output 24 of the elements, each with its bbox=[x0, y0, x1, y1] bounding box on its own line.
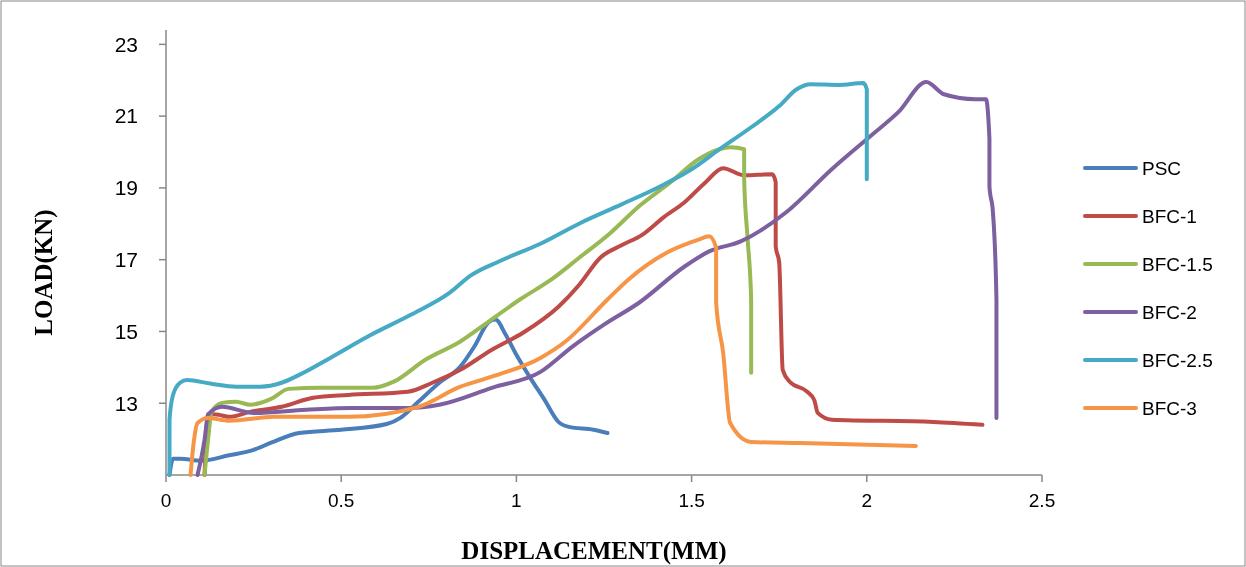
y-tick-label: 21 bbox=[114, 104, 138, 128]
y-tick-label: 23 bbox=[114, 32, 138, 56]
y-tick-label: 17 bbox=[114, 248, 138, 272]
x-tick-label: 1.5 bbox=[678, 490, 705, 511]
legend-label: BFC-1.5 bbox=[1142, 253, 1213, 275]
x-tick-label: 2.5 bbox=[1028, 490, 1056, 511]
x-tick-label: 2 bbox=[861, 490, 873, 511]
y-tick-label: 13 bbox=[114, 391, 138, 415]
line-series bbox=[202, 145, 754, 477]
x-tick-label: 0.5 bbox=[327, 490, 355, 511]
legend-label: BFC-1 bbox=[1142, 205, 1197, 227]
y-tick-label: 19 bbox=[114, 176, 138, 200]
x-axis-title: DISPLACEMENT(MM) bbox=[461, 537, 727, 565]
x-tick-label: 0 bbox=[160, 490, 172, 511]
line-series bbox=[195, 80, 999, 477]
line-series bbox=[167, 81, 869, 477]
legend-label: BFC-2 bbox=[1142, 301, 1197, 323]
y-tick-label: 15 bbox=[114, 319, 138, 343]
legend-label: BFC-2.5 bbox=[1142, 349, 1213, 371]
legend-label: BFC-3 bbox=[1142, 397, 1197, 419]
legend-label: PSC bbox=[1142, 157, 1182, 179]
y-axis-title: LOAD(KN) bbox=[30, 209, 58, 336]
line-series bbox=[188, 234, 918, 477]
x-tick-label: 1 bbox=[511, 490, 522, 511]
